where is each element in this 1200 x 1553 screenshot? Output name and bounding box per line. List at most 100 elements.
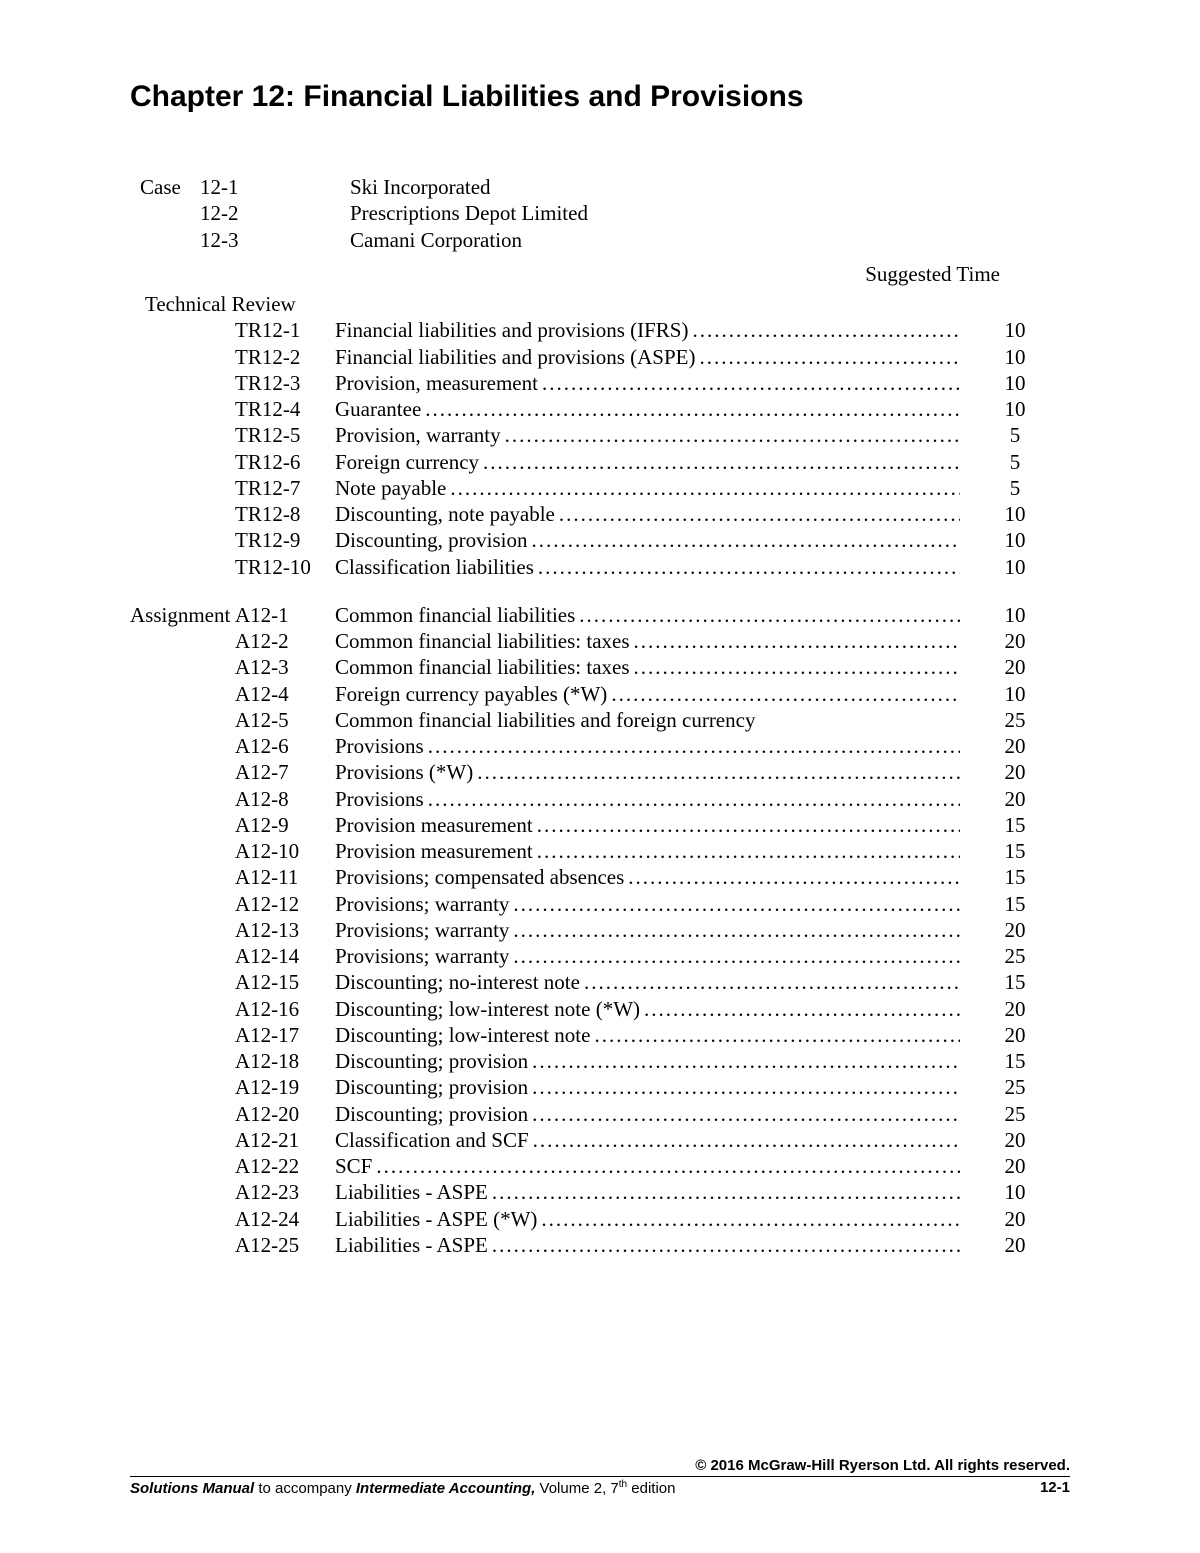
assignment-item-row: A12-8Provisions 20: [130, 786, 1070, 812]
assignment-time: 15: [960, 812, 1070, 838]
assignment-code: A12-20: [235, 1101, 335, 1127]
assignment-time: 20: [960, 1127, 1070, 1153]
assignment-code: A12-17: [235, 1022, 335, 1048]
tr-time: 10: [960, 370, 1070, 396]
page: Chapter 12: Financial Liabilities and Pr…: [0, 0, 1200, 1553]
assignment-time: 20: [960, 1232, 1070, 1258]
assignment-description: Provisions; compensated absences: [335, 864, 960, 890]
case-label: Case: [140, 174, 200, 200]
page-number: 12-1: [1040, 1479, 1070, 1497]
assignment-item-row: A12-2Common financial liabilities: taxes…: [130, 628, 1070, 654]
assignment-item-row: A12-4Foreign currency payables (*W) 10: [130, 681, 1070, 707]
assignment-time: 20: [960, 628, 1070, 654]
tr-description: Foreign currency: [335, 449, 960, 475]
assignment-item-row: A12-19Discounting; provision 25: [130, 1074, 1070, 1100]
assignment-description: Liabilities - ASPE: [335, 1179, 960, 1205]
assignment-code: A12-13: [235, 917, 335, 943]
content-body: Case12-1Ski Incorporated12-2Prescription…: [130, 174, 1070, 1258]
tr-description: Financial liabilities and provisions (IF…: [335, 317, 960, 343]
assignment-item-row: A12-22SCF 20: [130, 1153, 1070, 1179]
assignment-description: Discounting; low-interest note: [335, 1022, 960, 1048]
tr-item-row: TR12-2Financial liabilities and provisio…: [130, 344, 1070, 370]
tr-code: TR12-8: [130, 501, 335, 527]
assignment-code: A12-23: [235, 1179, 335, 1205]
assignment-time: 20: [960, 1153, 1070, 1179]
assignment-time: 15: [960, 969, 1070, 995]
assignment-time: 20: [960, 1206, 1070, 1232]
suggested-time-header: Suggested Time: [130, 261, 1000, 287]
tr-item-row: TR12-1Financial liabilities and provisio…: [130, 317, 1070, 343]
assignment-items: AssignmentA12-1Common financial liabilit…: [130, 602, 1070, 1258]
assignment-item-row: AssignmentA12-1Common financial liabilit…: [130, 602, 1070, 628]
assignment-description: Liabilities - ASPE: [335, 1232, 960, 1258]
case-label: [140, 200, 200, 226]
assignment-code: A12-10: [235, 838, 335, 864]
tr-description: Guarantee: [335, 396, 960, 422]
assignment-item-row: A12-7Provisions (*W) 20: [130, 759, 1070, 785]
assignment-time: 15: [960, 864, 1070, 890]
assignment-time: 20: [960, 786, 1070, 812]
tr-code: TR12-5: [130, 422, 335, 448]
assignment-item-row: A12-25Liabilities - ASPE 20: [130, 1232, 1070, 1258]
assignment-time: 15: [960, 891, 1070, 917]
assignment-item-row: A12-5Common financial liabilities and fo…: [130, 707, 1070, 733]
assignment-code: A12-14: [235, 943, 335, 969]
assignment-time: 25: [960, 707, 1070, 733]
assignment-code: A12-3: [235, 654, 335, 680]
assignment-time: 20: [960, 996, 1070, 1022]
assignment-time: 20: [960, 759, 1070, 785]
assignment-item-row: A12-10Provision measurement 15: [130, 838, 1070, 864]
page-footer: © 2016 McGraw-Hill Ryerson Ltd. All righ…: [130, 1457, 1070, 1497]
chapter-title: Chapter 12: Financial Liabilities and Pr…: [130, 80, 1070, 114]
assignment-code: A12-9: [235, 812, 335, 838]
copyright-line: © 2016 McGraw-Hill Ryerson Ltd. All righ…: [130, 1457, 1070, 1477]
assignment-time: 25: [960, 1074, 1070, 1100]
assignment-item-row: A12-12Provisions; warranty 15: [130, 891, 1070, 917]
assignment-item-row: A12-24Liabilities - ASPE (*W) 20: [130, 1206, 1070, 1232]
assignment-description: Discounting; provision: [335, 1101, 960, 1127]
tr-item-row: TR12-8Discounting, note payable 10: [130, 501, 1070, 527]
case-description: Camani Corporation: [350, 227, 1070, 253]
assignment-description: Discounting; provision: [335, 1074, 960, 1100]
assignment-time: 10: [960, 681, 1070, 707]
assignment-code: A12-22: [235, 1153, 335, 1179]
assignment-description: Classification and SCF: [335, 1127, 960, 1153]
assignment-time: 20: [960, 1022, 1070, 1048]
assignment-time: 25: [960, 1101, 1070, 1127]
tr-time: 5: [960, 422, 1070, 448]
assignment-description: Discounting; provision: [335, 1048, 960, 1074]
case-description: Ski Incorporated: [350, 174, 1070, 200]
case-number: 12-2: [200, 200, 350, 226]
tr-item-row: TR12-9Discounting, provision 10: [130, 527, 1070, 553]
tr-item-row: TR12-7Note payable 5: [130, 475, 1070, 501]
assignment-code: A12-4: [235, 681, 335, 707]
assignment-item-row: A12-6Provisions 20: [130, 733, 1070, 759]
technical-review-items: TR12-1Financial liabilities and provisio…: [130, 317, 1070, 580]
assignment-code: A12-11: [235, 864, 335, 890]
tr-description: Note payable: [335, 475, 960, 501]
tr-time: 10: [960, 554, 1070, 580]
tr-item-row: TR12-6Foreign currency 5: [130, 449, 1070, 475]
assignment-item-row: A12-17Discounting; low-interest note 20: [130, 1022, 1070, 1048]
case-number: 12-3: [200, 227, 350, 253]
assignment-code: A12-24: [235, 1206, 335, 1232]
case-row: 12-3Camani Corporation: [140, 227, 1070, 253]
assignment-description: Provisions: [335, 786, 960, 812]
assignment-description: Provisions (*W): [335, 759, 960, 785]
assignment-item-row: A12-13Provisions; warranty 20: [130, 917, 1070, 943]
assignment-code: A12-1: [235, 602, 335, 628]
tr-description: Provision, measurement: [335, 370, 960, 396]
assignment-item-row: A12-16Discounting; low-interest note (*W…: [130, 996, 1070, 1022]
assignment-time: 10: [960, 602, 1070, 628]
case-row: Case12-1Ski Incorporated: [140, 174, 1070, 200]
tr-item-row: TR12-4Guarantee 10: [130, 396, 1070, 422]
tr-time: 10: [960, 527, 1070, 553]
assignment-description: Provisions; warranty: [335, 891, 960, 917]
tr-code: TR12-6: [130, 449, 335, 475]
assignment-code: A12-18: [235, 1048, 335, 1074]
assignment-prefix: Assignment: [130, 602, 235, 628]
tr-code: TR12-1: [130, 317, 335, 343]
assignment-code: A12-5: [235, 707, 335, 733]
tr-description: Provision, warranty: [335, 422, 960, 448]
assignment-description: Common financial liabilities: taxes: [335, 628, 960, 654]
